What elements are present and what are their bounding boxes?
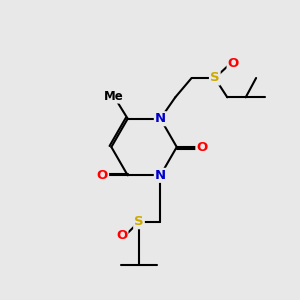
Text: N: N <box>155 112 166 125</box>
Text: S: S <box>134 215 144 228</box>
Text: O: O <box>97 169 108 182</box>
Text: S: S <box>210 71 220 85</box>
Text: O: O <box>116 230 128 242</box>
Text: O: O <box>228 57 239 70</box>
Text: Me: Me <box>104 90 124 103</box>
Text: O: O <box>196 140 208 154</box>
Text: N: N <box>155 169 166 182</box>
